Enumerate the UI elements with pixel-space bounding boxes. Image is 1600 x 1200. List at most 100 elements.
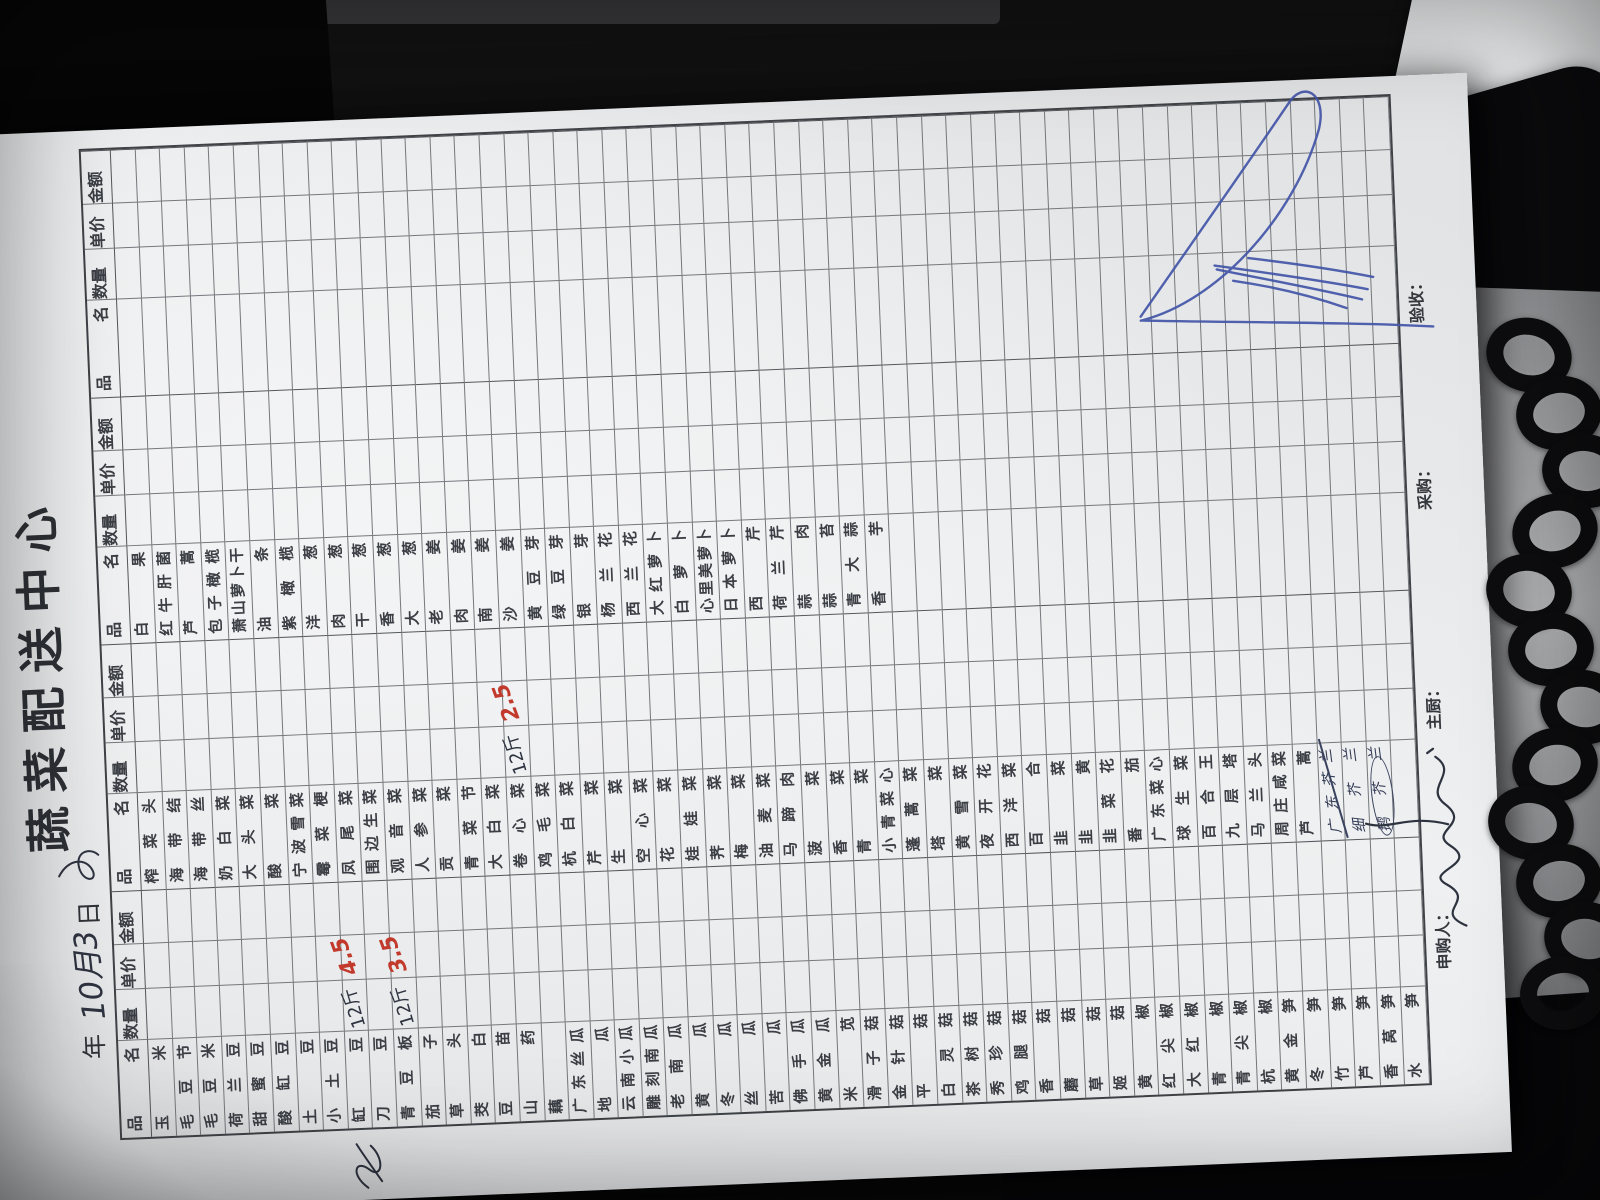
price-cell [217, 938, 245, 985]
price-cell [1351, 396, 1379, 443]
qty-cell [1399, 934, 1426, 987]
price-cell [530, 184, 558, 231]
amount-cell [366, 385, 394, 440]
amount-cell [405, 136, 433, 191]
amount-cell [970, 112, 998, 167]
price-cell [1141, 652, 1168, 699]
amount-cell [440, 382, 468, 437]
header-amount: 金额 [111, 890, 144, 945]
price-cell [344, 439, 371, 486]
qty-cell [577, 721, 605, 774]
qty-cell [858, 957, 886, 1010]
amount-cell [725, 122, 752, 177]
amount-cell [823, 118, 851, 173]
price-cell [678, 177, 705, 224]
qty-cell [616, 472, 644, 525]
handwritten-date: 10月3 [67, 928, 114, 1022]
amount-cell [1030, 357, 1058, 412]
price-cell [246, 443, 273, 490]
qty-cell [1290, 691, 1318, 744]
price-cell [698, 671, 726, 718]
price-cell [688, 424, 715, 471]
qty-cell [1118, 698, 1146, 751]
price-cell [899, 168, 926, 215]
qty-cell [788, 465, 816, 518]
amount-cell [327, 633, 355, 688]
amount-cell [774, 120, 801, 175]
price-cell [919, 662, 947, 709]
price-cell [702, 176, 730, 223]
qty-cell [1251, 940, 1279, 993]
qty-cell [735, 962, 763, 1015]
qty-cell [1009, 456, 1037, 509]
qty-cell [823, 711, 851, 764]
price-cell [393, 437, 421, 484]
qty-cell [483, 231, 511, 284]
qty-cell [198, 490, 226, 543]
qty-cell [651, 718, 679, 771]
amount-cell [921, 114, 949, 169]
amount-cell [264, 883, 292, 938]
price-cell [428, 682, 455, 729]
qty-cell [444, 479, 472, 532]
price-cell [1004, 905, 1031, 952]
amount-cell [1075, 849, 1103, 904]
amount-cell [307, 140, 335, 195]
qty-cell [837, 463, 865, 516]
amount-cell [991, 606, 1019, 661]
amount-cell [1290, 99, 1317, 154]
amount-cell [1370, 837, 1398, 892]
qty-cell [514, 971, 542, 1024]
qty-cell [665, 470, 693, 523]
amount-cell [461, 875, 488, 930]
price-cell [811, 419, 838, 466]
price-cell [1018, 658, 1045, 705]
amount-cell [956, 360, 984, 415]
qty-cell [1167, 696, 1195, 749]
qty-cell [282, 733, 310, 786]
qty-cell [932, 953, 959, 1006]
qty-cell [135, 740, 163, 793]
amount-cell [928, 856, 955, 911]
header-amount: 金额 [91, 396, 124, 451]
price-cell [747, 669, 775, 716]
price-cell [1165, 651, 1193, 698]
price-cell [541, 430, 568, 477]
price-cell [1194, 156, 1221, 203]
price-cell [1053, 903, 1080, 950]
amount-cell [209, 144, 236, 199]
price-cell [614, 427, 642, 474]
price-cell [1071, 161, 1098, 208]
qty-cell [1280, 444, 1307, 497]
price-cell [674, 672, 701, 719]
price-cell [997, 164, 1025, 211]
amount-cell [1065, 603, 1092, 658]
price-cell [162, 199, 189, 246]
amount-cell [1069, 108, 1096, 163]
price-cell [1032, 410, 1059, 457]
qty-cell [981, 951, 1009, 1004]
qty-cell [592, 473, 619, 526]
amount-cell [233, 143, 261, 198]
price-cell [1214, 649, 1242, 696]
qty-cell [798, 712, 826, 765]
amount-cell [700, 123, 728, 178]
amount-cell [1325, 344, 1352, 399]
qty-cell [479, 725, 507, 778]
amount-cell [1198, 844, 1226, 899]
amount-cell [1142, 105, 1170, 160]
qty-cell [886, 461, 914, 514]
price-cell [414, 930, 441, 977]
qty-cell [1079, 947, 1107, 1000]
qty-cell [268, 981, 296, 1034]
item-name-cell [1370, 244, 1399, 344]
price-cell [1323, 892, 1350, 939]
amount-cell [1093, 107, 1121, 162]
price-cell [733, 917, 761, 964]
qty-cell [1157, 450, 1184, 503]
qty-cell [1339, 689, 1367, 742]
qty-cell [774, 713, 802, 766]
qty-cell [970, 705, 998, 758]
qty-cell [999, 209, 1027, 262]
amount-cell [833, 365, 861, 420]
